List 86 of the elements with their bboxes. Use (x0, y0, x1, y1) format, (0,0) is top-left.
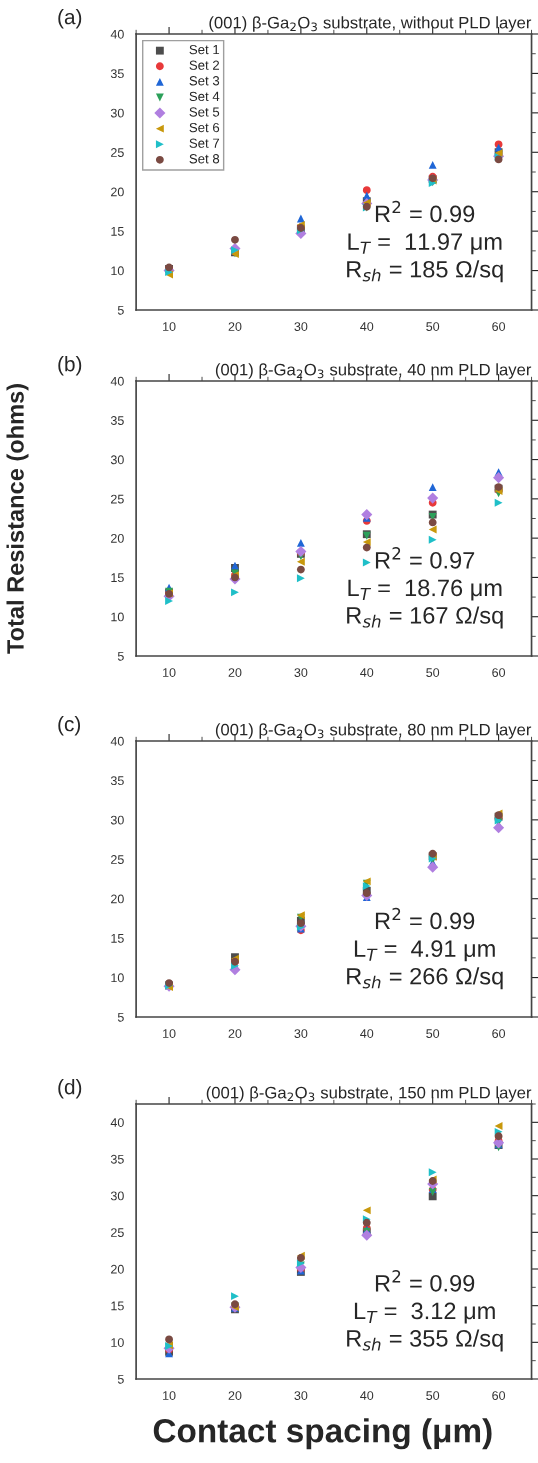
y-tick-label: 15 (111, 1301, 124, 1311)
annotation: L$_{T}$ = 3.12 μm (354, 1302, 495, 1324)
x-tick-label: 50 (426, 668, 440, 677)
y-tick-label: 30 (110, 455, 124, 465)
x-tick-label: 60 (492, 668, 506, 677)
y-tick-label: 5 (117, 651, 124, 661)
x-tick-label: 20 (228, 1029, 242, 1038)
y-tick-label: 15 (111, 573, 124, 583)
legend-label: Set 7 (189, 138, 220, 148)
text: (c) (58, 716, 81, 736)
y-tick-label: 5 (117, 305, 124, 315)
annotation: R$^{2}$ = 0.99 (375, 200, 475, 223)
annotation: R$_{sh}$ = 167 Ω/sq (347, 606, 503, 629)
chart-title: (001) β-Ga$_{2}$O$_{3}$ substrate, 150 nm PLD layer (206, 1086, 532, 1102)
legend-label: Set 2 (189, 60, 220, 70)
annotation: R$^{2}$ = 0.99 (375, 1270, 475, 1292)
y-tick-label: 10 (111, 266, 124, 276)
y-tick-label: 25 (111, 1228, 124, 1237)
x-tick-label: 20 (228, 322, 242, 331)
y-tick-label: 5 (117, 1374, 124, 1384)
annotation: R$^{2}$ = 0.99 (375, 907, 475, 930)
x-tick-label: 30 (294, 1029, 308, 1038)
legend-label: Set 8 (189, 154, 220, 164)
x-tick-label: 50 (426, 1029, 440, 1038)
text: (d) (58, 1079, 82, 1099)
y-tick-label: 25 (111, 148, 124, 157)
x-tick-label: 40 (360, 1029, 374, 1038)
x-tick-label: 40 (360, 1391, 374, 1400)
y-tick-label: 35 (110, 1154, 124, 1164)
annotation: R$_{sh}$ = 266 Ω/sq (347, 967, 503, 990)
y-axis-title: Total Resistance (ohms) (6, 384, 29, 654)
y-tick-label: 30 (110, 1191, 124, 1201)
x-tick-label: 20 (228, 668, 242, 677)
y-tick-label: 10 (111, 612, 124, 622)
y-tick-label: 40 (110, 1118, 124, 1127)
y-tick-label: 20 (111, 187, 124, 197)
x-tick-label: 50 (426, 322, 440, 331)
x-tick-label: 30 (294, 1391, 308, 1400)
y-tick-label: 40 (110, 736, 124, 746)
x-tick-label: 40 (360, 668, 374, 677)
x-tick-label: 60 (492, 1391, 506, 1400)
annotation: L$_{T}$ = 11.97 μm (348, 233, 502, 255)
x-tick-label: 10 (163, 322, 176, 331)
y-tick-label: 35 (110, 416, 124, 425)
legend-label: Set 3 (189, 76, 220, 86)
x-tick-label: 40 (360, 322, 374, 331)
y-tick-label: 20 (111, 1264, 124, 1274)
y-tick-label: 30 (110, 815, 124, 825)
y-tick-label: 40 (110, 376, 124, 386)
y-tick-label: 30 (110, 108, 124, 118)
y-tick-label: 10 (111, 1338, 124, 1347)
chart-title: (001) β-Ga$_{2}$O$_{3}$ substrate, 40 nm PLD layer (215, 363, 532, 379)
x-tick-label: 10 (163, 668, 176, 677)
legend-label: Set 1 (189, 44, 220, 55)
y-tick-label: 5 (117, 1012, 124, 1022)
x-tick-label: 50 (426, 1391, 440, 1400)
chart-title: (001) β-Ga$_{2}$O$_{3}$ substrate, without PLD layer (209, 16, 532, 32)
y-tick-label: 15 (111, 227, 124, 236)
annotation: L$_{T}$ = 4.91 μm (354, 940, 495, 962)
y-tick-label: 25 (111, 855, 124, 864)
text: (b) (58, 356, 82, 376)
y-tick-label: 10 (111, 973, 124, 983)
legend-label: Set 5 (189, 107, 220, 117)
x-tick-label: 20 (228, 1391, 242, 1400)
y-tick-label: 15 (111, 934, 124, 943)
x-tick-label: 60 (492, 322, 506, 331)
text: (a) (58, 9, 82, 29)
y-tick-label: 35 (110, 776, 124, 786)
x-tick-label: 10 (163, 1029, 176, 1038)
y-tick-label: 25 (111, 494, 124, 504)
annotation: R$_{sh}$ = 185 Ω/sq (347, 260, 503, 283)
annotation: L$_{T}$ = 18.76 μm (348, 579, 502, 601)
y-tick-label: 20 (111, 533, 124, 543)
legend-label: Set 6 (189, 122, 220, 133)
y-tick-label: 20 (111, 894, 124, 904)
annotation: R$_{sh}$ = 355 Ω/sq (347, 1329, 503, 1352)
x-axis-title: Contact spacing (μm) (153, 1418, 492, 1450)
x-tick-label: 30 (294, 322, 308, 331)
legend-label: Set 4 (189, 91, 220, 102)
chart-title: (001) β-Ga$_{2}$O$_{3}$ substrate, 80 nm PLD layer (215, 723, 532, 739)
annotation: R$^{2}$ = 0.97 (375, 547, 475, 569)
x-tick-label: 10 (163, 1391, 176, 1400)
y-tick-label: 40 (110, 29, 124, 39)
x-tick-label: 60 (492, 1029, 506, 1038)
y-tick-label: 35 (110, 69, 124, 79)
x-tick-label: 30 (294, 668, 308, 677)
